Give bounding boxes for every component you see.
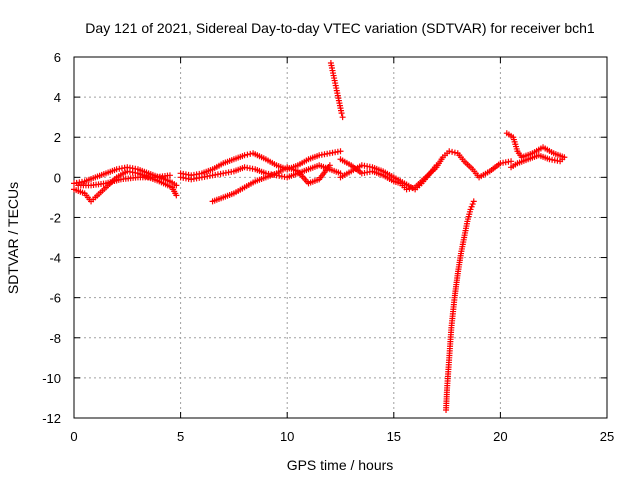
series-track-e	[177, 162, 344, 183]
data-point	[241, 152, 248, 159]
chart-title: Day 121 of 2021, Sidereal Day-to-day VTE…	[85, 20, 595, 36]
x-tick-label: 5	[177, 429, 184, 444]
y-tick-label: -6	[49, 291, 61, 306]
x-tick-label: 10	[280, 429, 294, 444]
y-tick-label: -4	[49, 251, 61, 266]
data-point	[449, 148, 456, 155]
series-track-d	[177, 148, 344, 179]
data-point	[508, 158, 515, 165]
data-point	[468, 203, 475, 210]
data-point	[326, 162, 333, 169]
series-track-j	[327, 60, 346, 121]
data-marks	[71, 60, 568, 413]
data-point	[337, 148, 344, 155]
data-point	[173, 182, 180, 189]
data-point	[338, 110, 345, 117]
series-track-c	[75, 172, 173, 189]
series-track-h	[337, 162, 440, 193]
data-point	[166, 172, 173, 179]
x-tick-label: 0	[70, 429, 77, 444]
data-point	[339, 114, 346, 121]
y-tick-label: 6	[54, 50, 61, 65]
series-track-k	[443, 198, 477, 413]
y-tick-label: -8	[49, 331, 61, 346]
y-axis-label: SDTVAR / TECUs	[5, 182, 21, 294]
axis-ticks: 0 5 10 15 20 25 -12 -10 -8 -6 -4 -2 0 2 4 6	[42, 50, 614, 444]
y-tick-label: 0	[54, 170, 61, 185]
data-point	[469, 201, 476, 208]
y-tick-label: -10	[42, 371, 61, 386]
series-track-i	[503, 130, 568, 171]
x-tick-label: 25	[600, 429, 614, 444]
y-tick-label: -12	[42, 411, 61, 426]
data-point	[508, 164, 515, 171]
data-point	[244, 151, 251, 158]
data-point	[467, 206, 474, 213]
series-track-f	[209, 162, 333, 205]
data-point	[446, 148, 453, 155]
data-point	[433, 162, 440, 169]
x-tick-label: 15	[387, 429, 401, 444]
plot-frame	[73, 56, 608, 419]
x-axis-label: GPS time / hours	[287, 457, 394, 473]
y-tick-label: 2	[54, 130, 61, 145]
data-point	[470, 198, 477, 205]
x-tick-label: 20	[493, 429, 507, 444]
data-point	[451, 149, 458, 156]
y-tick-label: -2	[49, 210, 61, 225]
data-point	[173, 192, 180, 199]
y-tick-label: 4	[54, 90, 61, 105]
